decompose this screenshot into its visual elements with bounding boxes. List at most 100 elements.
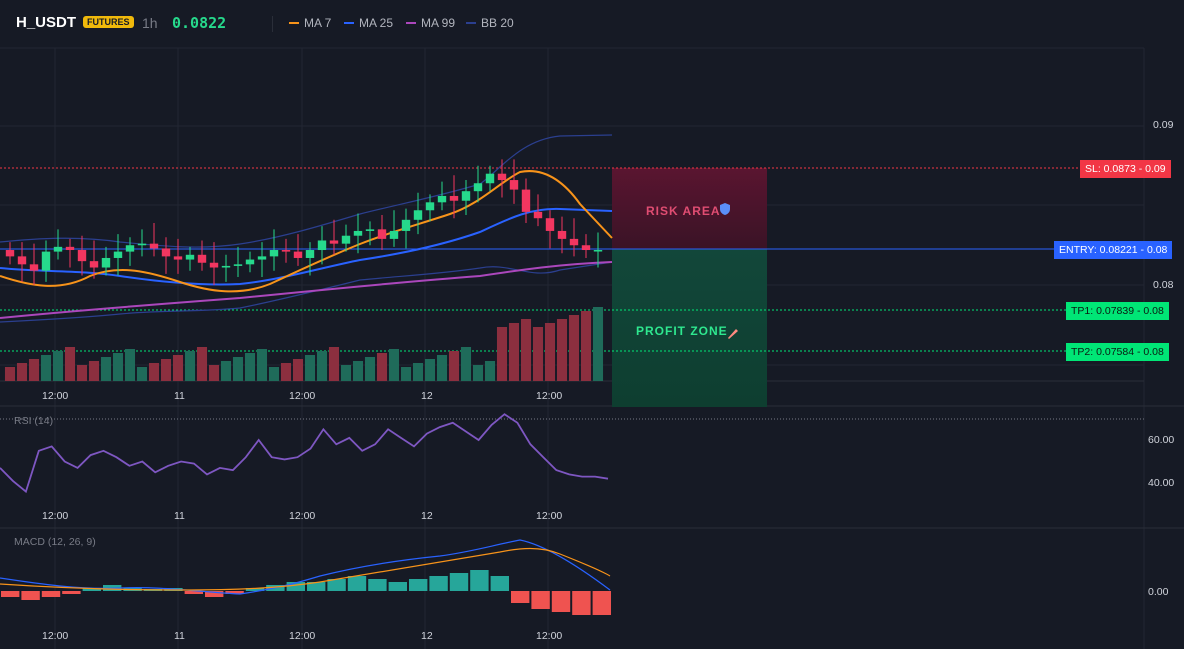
legend-ma25[interactable]: MA 25 — [344, 16, 393, 30]
volume-bar — [184, 351, 196, 381]
timeframe-selector[interactable]: 1h — [142, 15, 158, 31]
candle-body[interactable] — [17, 256, 27, 265]
time-label: 12:00 — [536, 510, 563, 522]
macd-bar — [449, 573, 469, 591]
ma25-swatch-icon — [344, 22, 354, 24]
candle-body[interactable] — [125, 245, 135, 252]
candle-body[interactable] — [341, 235, 351, 244]
macd-bar — [592, 591, 611, 615]
tp1-tag[interactable]: TP1: 0.07839 - 0.08 — [1066, 302, 1169, 320]
candle-body[interactable] — [185, 254, 195, 260]
candle-body[interactable] — [257, 256, 267, 260]
tp2-tag[interactable]: TP2: 0.07584 - 0.08 — [1066, 343, 1169, 361]
candle-body[interactable] — [425, 202, 435, 211]
candle-body[interactable] — [389, 230, 399, 239]
candle-body[interactable] — [413, 210, 423, 220]
sl-tag[interactable]: SL: 0.0873 - 0.09 — [1080, 160, 1171, 178]
candle-body[interactable] — [149, 243, 159, 249]
volume-bar — [592, 307, 604, 381]
macd-bar — [307, 582, 326, 591]
candle-body[interactable] — [53, 246, 63, 252]
macd-bar — [184, 591, 203, 594]
rocket-icon — [728, 329, 738, 339]
candle-body[interactable] — [317, 240, 327, 251]
candle-body[interactable] — [197, 254, 207, 263]
time-label: 12 — [421, 390, 433, 402]
candle-body[interactable] — [209, 262, 219, 268]
candle-body[interactable] — [101, 257, 111, 268]
macd-bar — [347, 576, 367, 591]
candle-body[interactable] — [569, 238, 579, 246]
candle-body[interactable] — [221, 265, 231, 268]
volume-bar — [448, 351, 460, 381]
candle-body[interactable] — [41, 251, 51, 271]
legend-bb20[interactable]: BB 20 — [466, 16, 514, 30]
candle-body[interactable] — [497, 173, 507, 181]
candle-body[interactable] — [293, 251, 303, 258]
macd-axis-label: 0.00 — [1148, 586, 1169, 598]
candle-body[interactable] — [29, 264, 39, 271]
macd-bar — [245, 588, 265, 591]
volume-bar — [424, 359, 436, 381]
candle-body[interactable] — [173, 256, 183, 260]
candle-body[interactable] — [449, 195, 459, 201]
volume-bar — [496, 327, 508, 381]
candle-body[interactable] — [329, 240, 339, 244]
macd-bar — [368, 579, 387, 591]
bb-upper-line — [0, 134, 613, 248]
candle-body[interactable] — [401, 219, 411, 231]
macd-bar — [205, 591, 224, 597]
candle-body[interactable] — [593, 250, 603, 252]
macd-histogram — [1, 570, 611, 615]
profit-zone-label: PROFIT ZONE — [636, 324, 728, 338]
legend-ma7[interactable]: MA 7 — [289, 16, 331, 30]
candle-body[interactable] — [509, 180, 519, 190]
candle-body[interactable] — [137, 243, 147, 246]
entry-tag[interactable]: ENTRY: 0.08221 - 0.08 — [1054, 241, 1173, 259]
volume-bar — [256, 349, 268, 381]
candle-body[interactable] — [437, 195, 447, 203]
candle-body[interactable] — [269, 250, 279, 257]
volume-bar — [532, 327, 544, 381]
volume-bar — [508, 323, 520, 381]
candle-body[interactable] — [533, 211, 543, 219]
volume-bar — [580, 311, 592, 381]
volume-bar — [172, 355, 184, 381]
time-label: 11 — [174, 510, 185, 522]
candle-body[interactable] — [365, 229, 375, 231]
price-axis-label: 0.08 — [1153, 279, 1174, 291]
candle-body[interactable] — [77, 250, 87, 262]
volume-bar — [400, 367, 412, 381]
volume-bar — [340, 365, 352, 381]
candle-body[interactable] — [461, 191, 471, 201]
candle-body[interactable] — [5, 250, 15, 257]
candle-body[interactable] — [89, 261, 99, 268]
candle-body[interactable] — [353, 230, 363, 236]
candlesticks[interactable] — [5, 159, 603, 285]
candle-body[interactable] — [545, 218, 555, 231]
candle-body[interactable] — [161, 248, 171, 257]
time-label: 12:00 — [536, 630, 563, 642]
macd-bar — [388, 582, 407, 591]
candle-body[interactable] — [245, 259, 255, 265]
candle-body[interactable] — [233, 264, 243, 266]
candle-body[interactable] — [521, 189, 531, 212]
volume-bar — [4, 367, 16, 381]
candle-body[interactable] — [65, 246, 75, 251]
candle-body[interactable] — [281, 250, 291, 252]
symbol-name[interactable]: H_USDT — [16, 14, 77, 31]
legend-ma99[interactable]: MA 99 — [406, 16, 455, 30]
volume-bar — [472, 365, 484, 381]
candle-body[interactable] — [473, 183, 483, 192]
candle-body[interactable] — [581, 245, 591, 251]
candle-body[interactable] — [113, 251, 123, 258]
candle-body[interactable] — [377, 229, 387, 239]
candle-body[interactable] — [557, 230, 567, 239]
volume-bar — [352, 361, 364, 381]
macd-bar — [82, 588, 101, 591]
candle-body[interactable] — [305, 250, 315, 258]
chart-header: H_USDT FUTURES 1h 0.0822 MA 7 MA 25 MA 9… — [0, 0, 1184, 46]
candle-body[interactable] — [485, 173, 495, 184]
volume-bar — [292, 359, 304, 381]
